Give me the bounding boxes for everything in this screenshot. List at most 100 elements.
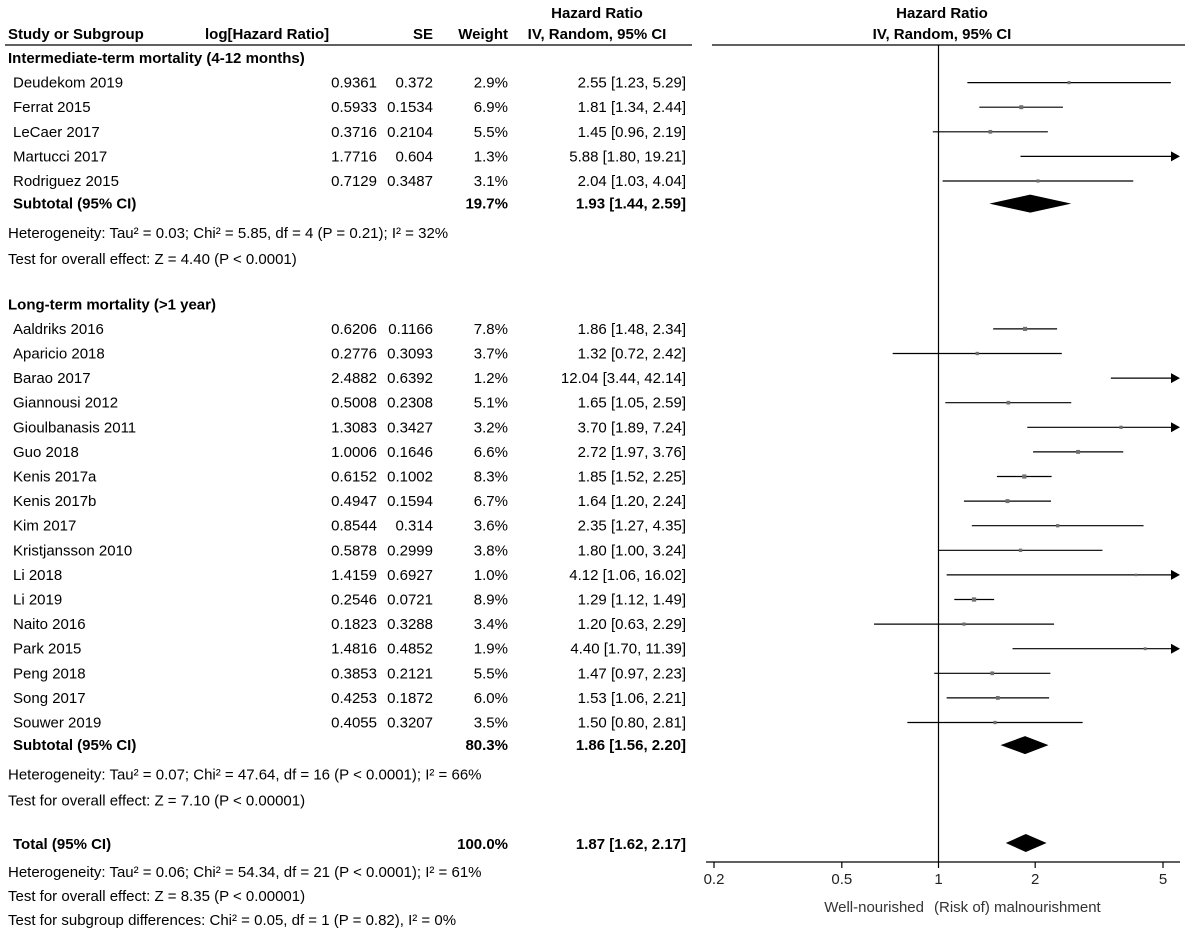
- study-point: [988, 129, 993, 134]
- subtotal-diamond: [1000, 736, 1049, 755]
- overall-effect-text: Test for overall effect: Z = 7.10 (P < 0…: [8, 792, 305, 809]
- study-point: [990, 671, 995, 676]
- study-name: Aparicio 2018: [13, 346, 105, 363]
- study-weight: 7.8%: [474, 321, 508, 338]
- study-loghr: 0.4055: [331, 715, 377, 732]
- study-weight: 6.9%: [474, 99, 508, 116]
- study-weight: 6.6%: [474, 444, 508, 461]
- x-tick-label: 0.2: [704, 871, 725, 888]
- study-weight: 3.5%: [474, 715, 508, 732]
- study-hr-ci: 1.81 [1.34, 2.44]: [578, 99, 686, 116]
- header-hr-title: Hazard Ratio: [551, 5, 643, 22]
- study-loghr: 0.4947: [331, 493, 377, 510]
- study-se: 0.3487: [387, 173, 433, 190]
- study-hr-ci: 2.35 [1.27, 4.35]: [578, 518, 686, 535]
- study-name: Kenis 2017a: [13, 469, 97, 486]
- study-point: [971, 597, 977, 602]
- study-weight: 5.5%: [474, 124, 508, 141]
- study-loghr: 0.5933: [331, 99, 377, 116]
- x-tick-label: 1: [934, 871, 942, 888]
- heterogeneity-text: Heterogeneity: Tau² = 0.03; Chi² = 5.85,…: [8, 225, 448, 242]
- study-hr-ci: 4.40 [1.70, 11.39]: [570, 641, 686, 658]
- study-point: [995, 696, 1000, 700]
- study-name: Ferrat 2015: [13, 99, 91, 116]
- study-point: [1143, 647, 1147, 651]
- total-heterogeneity-text: Heterogeneity: Tau² = 0.06; Chi² = 54.34…: [8, 864, 482, 881]
- study-se: 0.2104: [387, 124, 433, 141]
- study-hr-ci: 1.20 [0.63, 2.29]: [578, 616, 686, 633]
- study-weight: 8.3%: [474, 469, 508, 486]
- x-tick-label: 0.5: [831, 871, 852, 888]
- study-point: [1056, 524, 1060, 528]
- study-hr-ci: 1.65 [1.05, 2.59]: [578, 395, 686, 412]
- study-hr-ci: 1.50 [0.80, 2.81]: [578, 715, 686, 732]
- study-hr-ci: 3.70 [1.89, 7.24]: [578, 419, 686, 436]
- study-weight: 3.4%: [474, 616, 508, 633]
- study-hr-ci: 1.29 [1.12, 1.49]: [578, 592, 686, 609]
- total-diamond: [1005, 834, 1047, 852]
- study-weight: 5.5%: [474, 665, 508, 682]
- study-ci-arrow: [1171, 569, 1180, 580]
- total-weight: 100.0%: [457, 836, 508, 853]
- study-se: 0.314: [395, 518, 433, 535]
- study-name: Song 2017: [13, 690, 86, 707]
- subtotal-label: Subtotal (95% CI): [13, 196, 136, 213]
- study-se: 0.1872: [387, 690, 433, 707]
- total-label: Total (95% CI): [13, 836, 111, 853]
- study-point: [1067, 81, 1071, 85]
- study-name: Barao 2017: [13, 370, 91, 387]
- study-hr-ci: 12.04 [3.44, 42.14]: [561, 370, 686, 387]
- study-loghr: 0.7129: [331, 173, 377, 190]
- study-loghr: 0.4253: [331, 690, 377, 707]
- group-title: Intermediate-term mortality (4-12 months…: [8, 50, 305, 67]
- subtotal-weight: 19.7%: [465, 196, 508, 213]
- study-weight: 1.0%: [474, 567, 508, 584]
- header-se: SE: [413, 26, 433, 43]
- study-se: 0.3093: [387, 346, 433, 363]
- study-point: [1036, 179, 1040, 183]
- study-se: 0.604: [395, 148, 433, 165]
- heterogeneity-text: Heterogeneity: Tau² = 0.07; Chi² = 47.64…: [8, 767, 482, 784]
- study-loghr: 0.6206: [331, 321, 377, 338]
- study-loghr: 0.8544: [331, 518, 377, 535]
- study-se: 0.2999: [387, 542, 433, 559]
- study-weight: 8.9%: [474, 592, 508, 609]
- study-name: Giannousi 2012: [13, 395, 118, 412]
- study-loghr: 0.6152: [331, 469, 377, 486]
- study-name: Guo 2018: [13, 444, 79, 461]
- study-name: Park 2015: [13, 641, 81, 658]
- study-name: Naito 2016: [13, 616, 86, 633]
- study-ci-arrow: [1171, 151, 1180, 162]
- study-loghr: 0.3853: [331, 665, 377, 682]
- study-weight: 5.1%: [474, 395, 508, 412]
- subtotal-diamond: [989, 194, 1072, 213]
- study-name: Rodriguez 2015: [13, 173, 119, 190]
- study-hr-ci: 1.53 [1.06, 2.21]: [578, 690, 686, 707]
- study-loghr: 1.4159: [331, 567, 377, 584]
- study-weight: 3.7%: [474, 346, 508, 363]
- study-loghr: 1.3083: [331, 419, 377, 436]
- study-weight: 1.9%: [474, 641, 508, 658]
- overall-effect-text: Test for overall effect: Z = 4.40 (P < 0…: [8, 251, 297, 268]
- study-weight: 3.6%: [474, 518, 508, 535]
- study-name: Gioulbanasis 2011: [13, 419, 136, 436]
- study-point: [993, 720, 997, 725]
- study-name: Kristjansson 2010: [13, 542, 132, 559]
- study-point: [962, 622, 966, 626]
- study-name: Souwer 2019: [13, 715, 101, 732]
- study-name: Deudekom 2019: [13, 75, 123, 92]
- favours-right-label: (Risk of) malnourishment: [934, 899, 1102, 916]
- study-hr-ci: 1.32 [0.72, 2.42]: [578, 346, 686, 363]
- study-weight: 1.2%: [474, 370, 508, 387]
- x-tick-label: 2: [1031, 871, 1039, 888]
- study-point: [1022, 474, 1027, 479]
- header-weight: Weight: [458, 26, 508, 43]
- study-name: Li 2019: [13, 592, 62, 609]
- study-point: [1006, 400, 1011, 405]
- study-hr-ci: 1.64 [1.20, 2.24]: [578, 493, 686, 510]
- study-loghr: 0.3716: [331, 124, 377, 141]
- study-loghr: 0.2776: [331, 346, 377, 363]
- study-hr-ci: 4.12 [1.06, 16.02]: [569, 567, 686, 584]
- study-loghr: 0.1823: [331, 616, 377, 633]
